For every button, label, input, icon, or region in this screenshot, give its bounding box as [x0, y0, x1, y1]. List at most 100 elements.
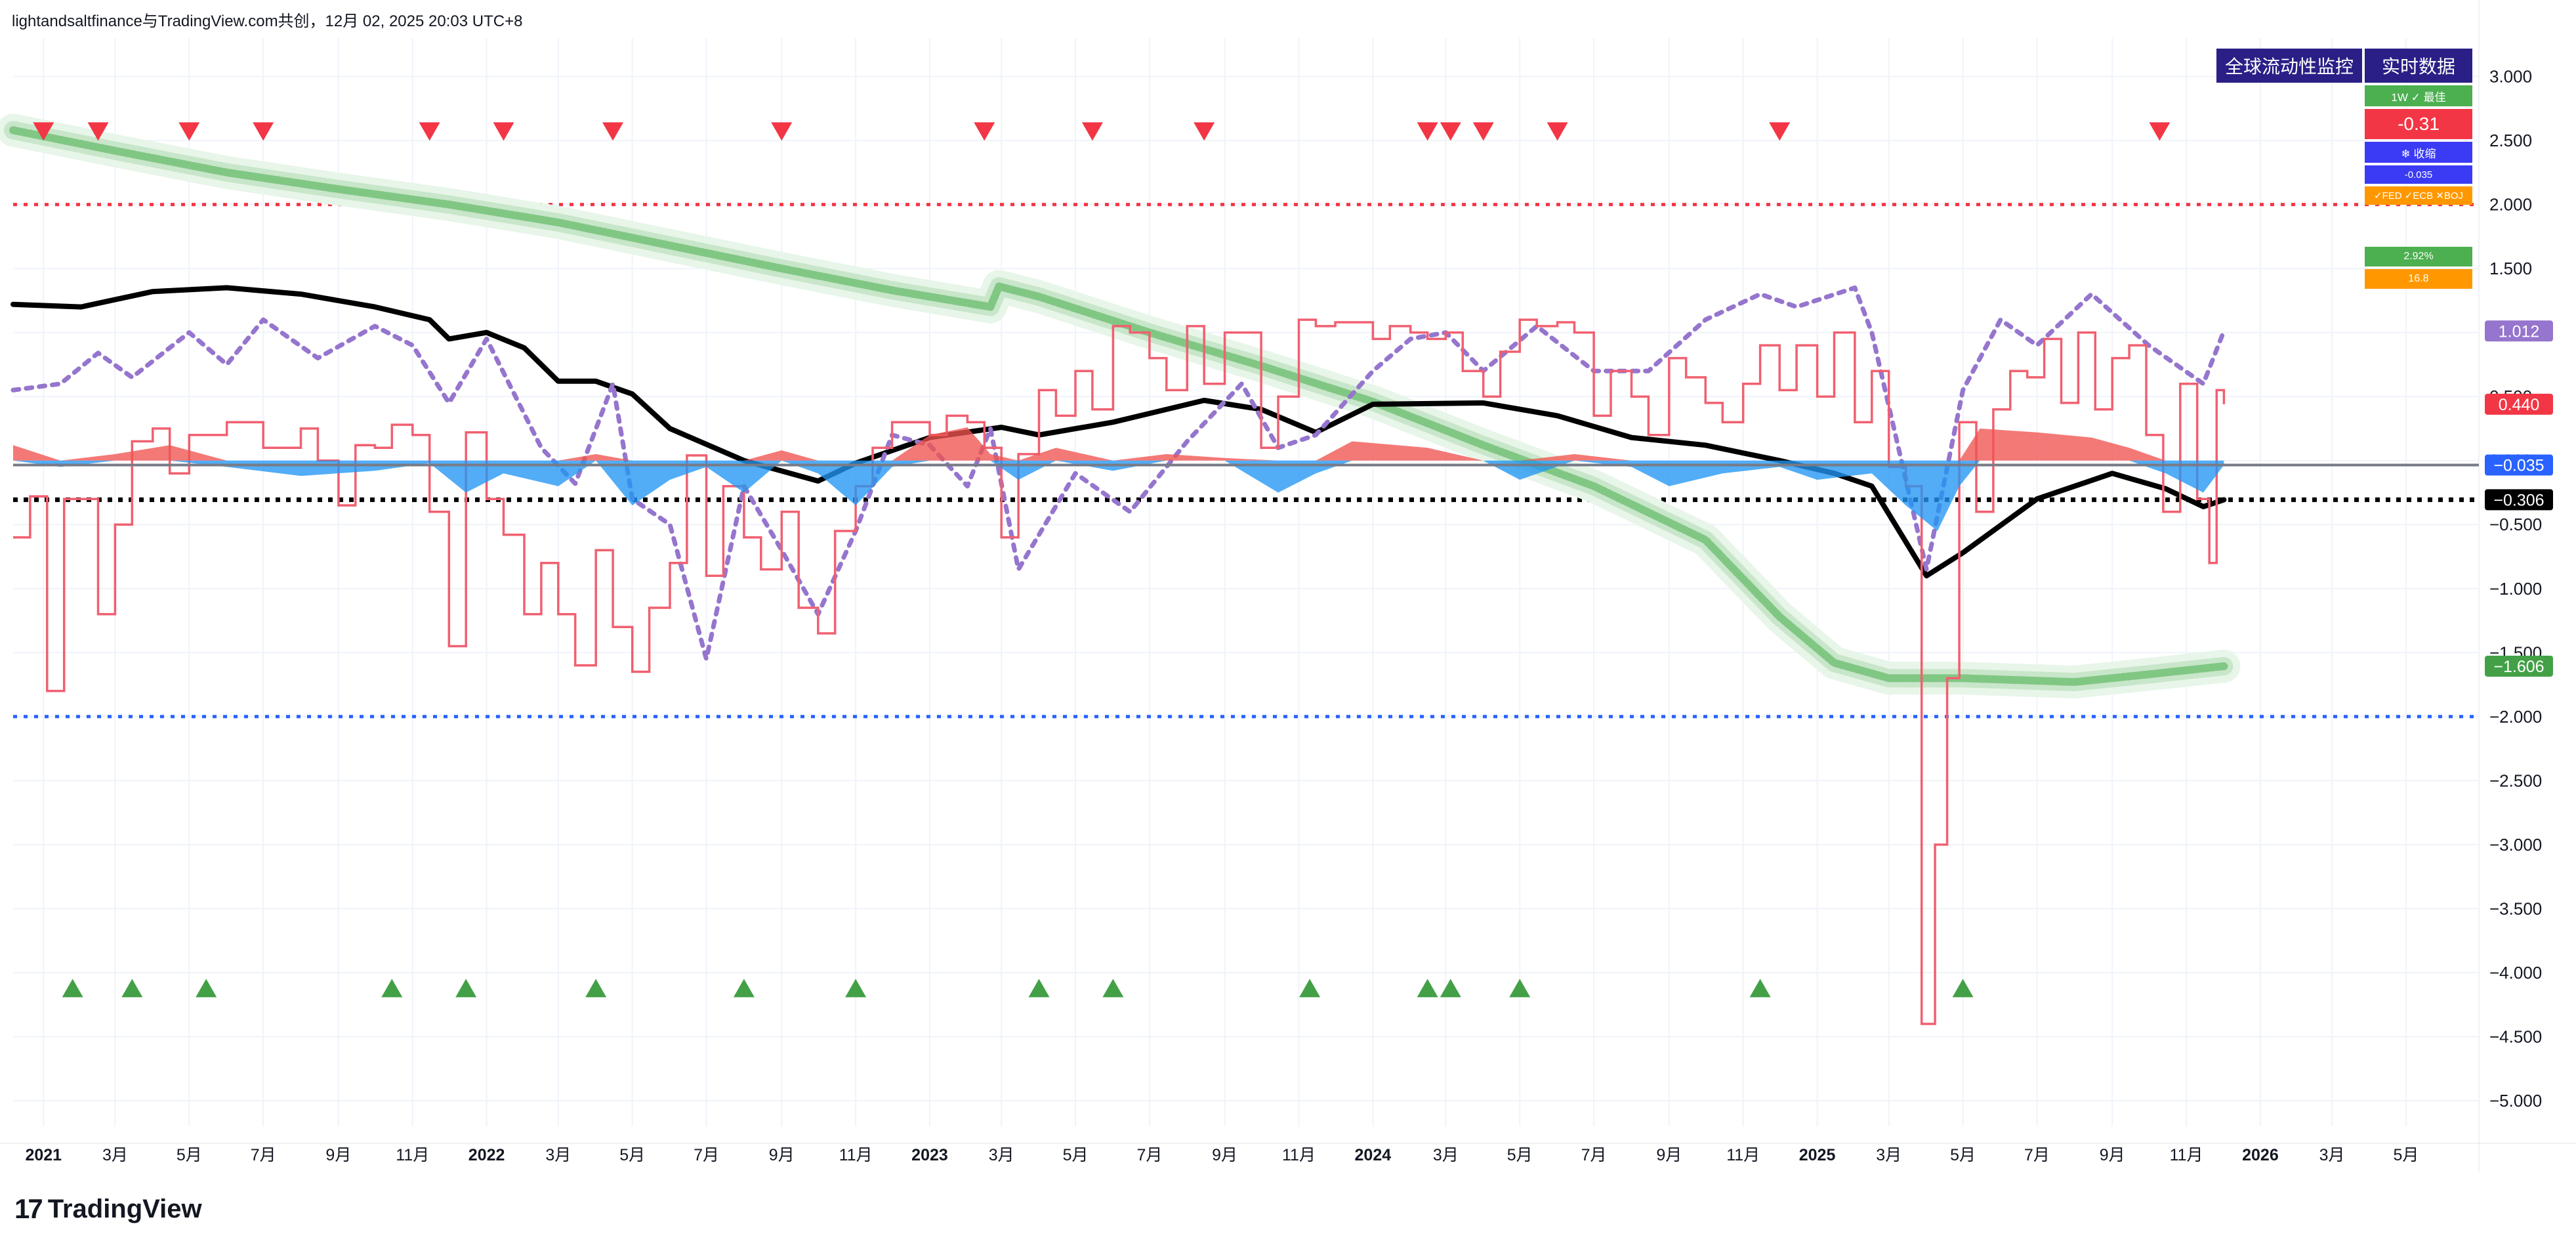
x-tick-label: 2021 — [25, 1146, 62, 1164]
buy-signal-icon — [1417, 979, 1438, 998]
y-tick-label: −2.000 — [2489, 707, 2542, 727]
sell-signal-icon — [1472, 122, 1494, 141]
central-banks-badge: ✓FED ✓ECB ✕BOJ — [2365, 186, 2472, 205]
purple-value: 1.012 — [2499, 322, 2540, 341]
y-tick-label: −4.000 — [2489, 963, 2542, 983]
y-tick-label: −5.000 — [2489, 1091, 2542, 1111]
green-value: −1.606 — [2493, 658, 2544, 676]
pct-badge: 2.92% — [2365, 247, 2472, 266]
buy-signal-icon — [455, 979, 477, 998]
sell-signal-icon — [1769, 122, 1791, 141]
x-tick-label: 7月 — [1581, 1146, 1607, 1164]
logo-wordmark: TradingView — [47, 1194, 202, 1223]
x-tick-label: 11月 — [396, 1146, 429, 1164]
mode-value-badge: -0.035 — [2365, 165, 2472, 184]
buy-signal-icon — [1028, 979, 1050, 998]
sell-signal-icon — [1440, 122, 1461, 141]
x-tick-label: 3月 — [102, 1146, 128, 1164]
sell-signal-icon — [602, 122, 624, 141]
x-tick-label: 3月 — [1876, 1146, 1901, 1164]
x-tick-label: 3月 — [2319, 1146, 2345, 1164]
x-tick-label: 3月 — [989, 1146, 1014, 1164]
y-tick-label: −3.500 — [2489, 899, 2542, 918]
liquidity-panel: 全球流动性监控 实时数据 1W ✓ 最佳 -0.31 ❄ 收缩 -0.035 ✓… — [2216, 49, 2472, 291]
sell-signal-icon — [493, 122, 514, 141]
x-tick-label: 11月 — [1726, 1146, 1760, 1164]
x-tick-label: 7月 — [694, 1146, 719, 1164]
x-tick-label: 7月 — [251, 1146, 276, 1164]
tradingview-logo[interactable]: 17 TradingView — [14, 1193, 202, 1225]
sell-signal-icon — [419, 122, 440, 141]
buy-signal-icon — [733, 979, 755, 998]
x-tick-label: 5月 — [2394, 1146, 2419, 1164]
x-tick-label: 2022 — [468, 1146, 505, 1164]
mode-badge: ❄ 收缩 — [2365, 142, 2472, 163]
buy-signal-icon — [585, 979, 607, 998]
buy-signal-icon — [1299, 979, 1321, 998]
y-tick-label: −0.500 — [2489, 515, 2542, 534]
ratio-badge: 16.8 — [2365, 269, 2472, 289]
sell-signal-icon — [974, 122, 995, 141]
red-value-bg — [2485, 393, 2553, 415]
y-tick-label: −1.000 — [2489, 579, 2542, 599]
price-labels: 1.012 0.440 −0.035 −0.306 −1.606 — [2485, 320, 2553, 677]
purple-value-bg — [2485, 320, 2553, 342]
x-tick-label: 5月 — [1063, 1146, 1089, 1164]
y-tick-label: −2.500 — [2489, 771, 2542, 790]
y-tick-label: 2.500 — [2489, 131, 2532, 150]
x-tick-label: 3月 — [1433, 1146, 1459, 1164]
y-tick-label: −3.000 — [2489, 835, 2542, 855]
signal-value: −0.306 — [2493, 491, 2544, 509]
buy-signal-icon — [1952, 979, 1974, 998]
buy-signal-icon — [1509, 979, 1531, 998]
sell-signal-icon — [253, 122, 274, 141]
y-tick-label: 1.500 — [2489, 259, 2532, 278]
oscillator-area-negative — [13, 460, 2224, 531]
red-step-line — [13, 318, 2226, 1025]
signal-value-bg — [2485, 489, 2553, 511]
y-axis: 3.0002.5002.0001.5001.0000.5000.000−0.50… — [2489, 67, 2542, 1111]
panel-subtitle: 实时数据 — [2365, 49, 2472, 83]
x-tick-label: 9月 — [1656, 1146, 1682, 1164]
share-header: lightandsaltfinance与TradingView.com共创，12… — [12, 12, 523, 30]
sell-signal-icon — [771, 122, 793, 141]
x-tick-label: 2025 — [1799, 1146, 1836, 1164]
x-tick-label: 11月 — [1282, 1146, 1316, 1164]
x-tick-label: 11月 — [839, 1146, 873, 1164]
sell-signal-icon — [178, 122, 200, 141]
x-tick-label: 2024 — [1355, 1146, 1392, 1164]
y-tick-label: −4.500 — [2489, 1027, 2542, 1046]
green-value-bg — [2485, 655, 2553, 677]
timeframe-badge: 1W ✓ 最佳 — [2365, 85, 2472, 106]
x-tick-label: 2026 — [2242, 1146, 2279, 1164]
signal-markers — [33, 122, 2171, 998]
sell-signal-icon — [87, 122, 109, 141]
sell-signal-icon — [1417, 122, 1438, 141]
zero-value-bg — [2485, 454, 2553, 476]
plot-area — [13, 38, 2479, 1126]
x-tick-label: 7月 — [2024, 1146, 2050, 1164]
buy-signal-icon — [1440, 979, 1461, 998]
x-tick-label: 9月 — [769, 1146, 795, 1164]
signal-value-badge: -0.31 — [2365, 109, 2472, 139]
x-tick-label: 3月 — [545, 1146, 571, 1164]
zero-value: −0.035 — [2493, 457, 2544, 475]
x-tick-label: 11月 — [2170, 1146, 2203, 1164]
buy-signal-icon — [845, 979, 867, 998]
sell-signal-icon — [1194, 122, 1215, 141]
x-tick-label: 9月 — [1212, 1146, 1237, 1164]
red-value: 0.440 — [2499, 396, 2540, 414]
y-tick-label: 3.000 — [2489, 67, 2532, 87]
plot-series — [0, 114, 2479, 1025]
x-axis: 2021 3月 5月 7月 9月 11月 2022 3月 5月 7月 9月 11月 2023 3月 5月 7月… — [25, 1146, 2419, 1164]
x-tick-label: 2023 — [911, 1146, 948, 1164]
x-tick-label: 5月 — [619, 1146, 645, 1164]
tv-logo-icon: 17 — [14, 1193, 43, 1224]
y-tick-label: 2.000 — [2489, 195, 2532, 215]
buy-signal-icon — [1102, 979, 1124, 998]
buy-signal-icon — [1749, 979, 1771, 998]
buy-signal-icon — [62, 979, 83, 998]
buy-signal-icon — [196, 979, 217, 998]
buy-signal-icon — [381, 979, 403, 998]
